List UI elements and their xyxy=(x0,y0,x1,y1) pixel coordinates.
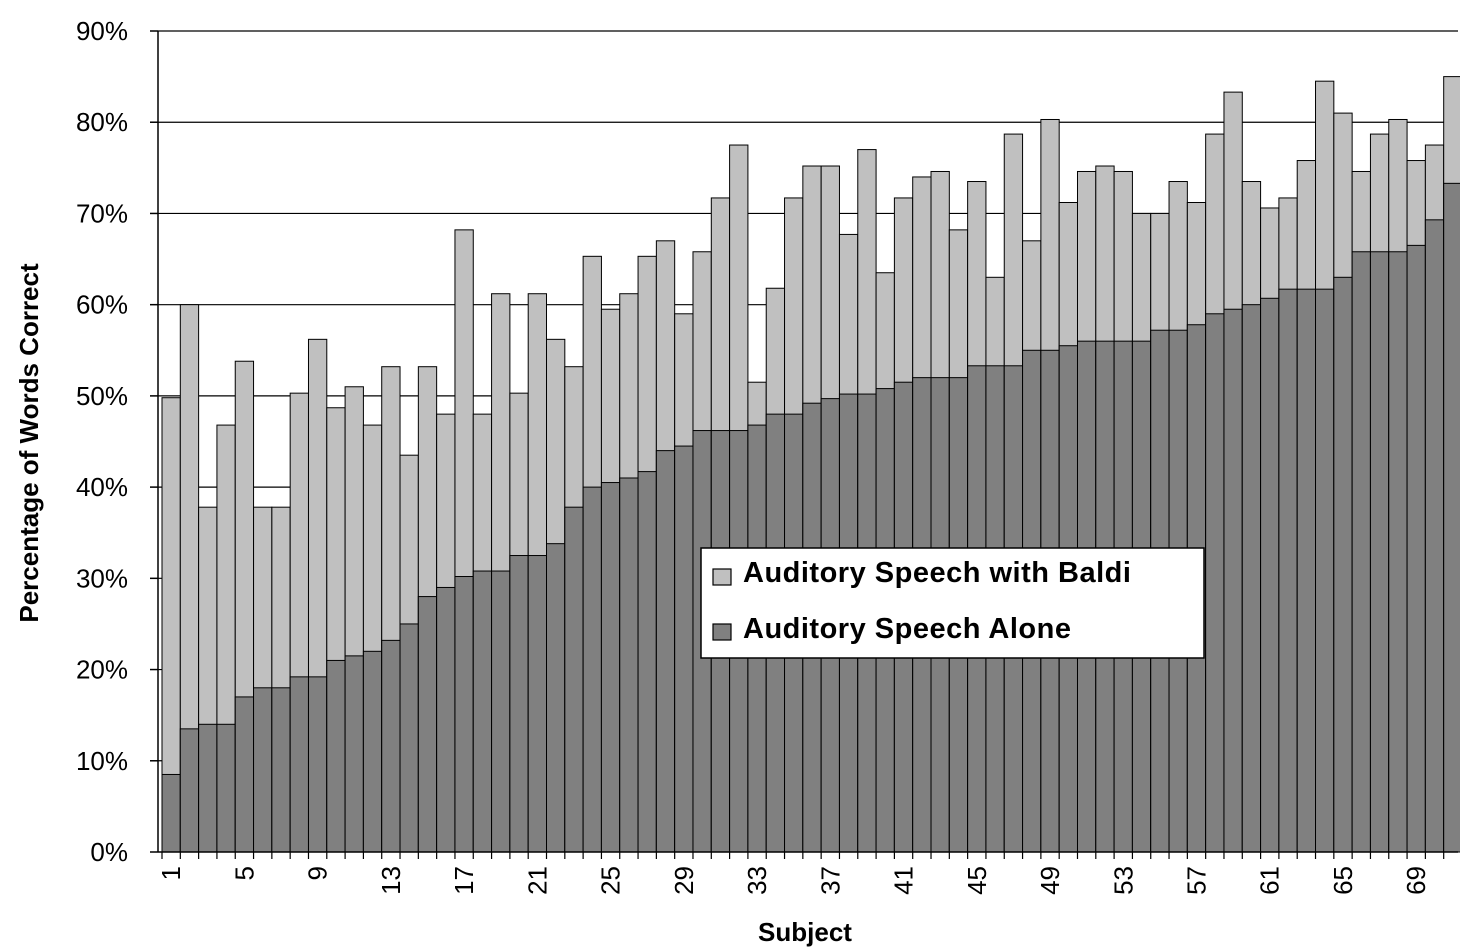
bar-alone xyxy=(161,773,181,853)
bar-alone xyxy=(509,555,529,853)
bar-alone xyxy=(198,723,218,853)
y-axis-title: Percentage of Words Correct xyxy=(14,263,44,623)
y-tick-label: 80% xyxy=(76,107,128,137)
bars xyxy=(161,76,1460,853)
bar-alone xyxy=(307,676,328,853)
axes xyxy=(157,31,1458,853)
bar-alone xyxy=(399,623,419,853)
x-tick-label: 5 xyxy=(229,866,259,880)
bar-alone xyxy=(1315,288,1335,853)
bar-alone xyxy=(472,570,493,853)
y-axis-ticks: 0% 10% 20% 30% 40% 50% 60% 70% 80% 90% xyxy=(76,16,158,867)
bar-alone xyxy=(637,471,657,853)
bar-alone xyxy=(234,696,255,853)
bar-alone xyxy=(1296,288,1317,853)
x-tick-label: 61 xyxy=(1255,866,1285,895)
bar-alone xyxy=(417,596,438,853)
bar-alone xyxy=(582,486,602,853)
bar-alone xyxy=(289,676,309,853)
bar-alone xyxy=(271,687,291,853)
bar-alone xyxy=(1223,308,1243,853)
x-tick-label: 41 xyxy=(889,866,919,895)
x-tick-label: 1 xyxy=(156,866,186,880)
legend-label-alone: Auditory Speech Alone xyxy=(743,613,1071,645)
legend-swatch-with-baldi xyxy=(712,568,732,586)
bar-alone xyxy=(381,639,401,853)
x-axis-title: Subject xyxy=(758,917,852,947)
bar-alone xyxy=(1351,251,1371,853)
x-tick-label: 17 xyxy=(449,866,479,895)
bar-alone xyxy=(1406,244,1426,853)
x-tick-label: 13 xyxy=(376,866,406,895)
bar-alone xyxy=(1278,288,1298,853)
x-axis-ticks: 1 5 9 13 17 21 25 29 33 37 41 45 49 53 57 61 65 69 xyxy=(156,852,1445,895)
y-tick-label: 60% xyxy=(76,290,128,320)
bar-alone xyxy=(546,543,566,853)
x-tick-label: 65 xyxy=(1328,866,1358,895)
bar-alone xyxy=(1333,276,1353,853)
x-tick-label: 57 xyxy=(1182,866,1212,895)
x-tick-label: 9 xyxy=(303,866,333,880)
x-tick-label: 33 xyxy=(742,866,772,895)
y-tick-label: 0% xyxy=(90,837,128,867)
bar-alone xyxy=(1260,297,1280,853)
x-tick-label: 21 xyxy=(522,866,552,895)
legend-swatch-alone xyxy=(712,623,732,641)
bar-alone xyxy=(216,723,236,853)
bar-alone xyxy=(1388,251,1408,853)
bar-alone xyxy=(527,555,548,853)
x-tick-label: 29 xyxy=(669,866,699,895)
bar-alone xyxy=(326,659,346,853)
bar-alone xyxy=(674,445,694,853)
y-tick-label: 90% xyxy=(76,16,128,46)
x-tick-label: 45 xyxy=(962,866,992,895)
y-tick-label: 20% xyxy=(76,655,128,685)
bar-alone xyxy=(619,477,639,853)
x-tick-label: 69 xyxy=(1401,866,1431,895)
bar-alone xyxy=(362,650,383,853)
bar-alone xyxy=(344,655,364,853)
bar-alone xyxy=(1369,251,1390,853)
bar-alone xyxy=(1443,182,1460,853)
bar-alone xyxy=(1424,219,1445,853)
legend-label-with-baldi: Auditory Speech with Baldi xyxy=(743,557,1131,589)
y-tick-label: 70% xyxy=(76,198,128,228)
bar-alone xyxy=(491,570,511,853)
legend: Auditory Speech with Baldi Auditory Spee… xyxy=(700,547,1205,659)
x-tick-label: 25 xyxy=(596,866,626,895)
bar-alone xyxy=(436,586,456,853)
bar-alone xyxy=(1205,313,1225,853)
legend-box xyxy=(700,547,1205,659)
bar-alone xyxy=(655,450,676,853)
y-tick-label: 10% xyxy=(76,746,128,776)
x-tick-label: 37 xyxy=(815,866,845,895)
x-tick-label: 49 xyxy=(1035,866,1065,895)
bar-alone xyxy=(179,728,200,853)
bar-alone xyxy=(600,482,621,853)
y-tick-label: 50% xyxy=(76,381,128,411)
bar-alone xyxy=(253,687,273,853)
y-tick-label: 40% xyxy=(76,472,128,502)
x-tick-label: 53 xyxy=(1108,866,1138,895)
bar-alone xyxy=(1241,304,1262,853)
bar-alone xyxy=(454,576,474,853)
y-tick-label: 30% xyxy=(76,563,128,593)
bar-alone xyxy=(564,506,584,853)
